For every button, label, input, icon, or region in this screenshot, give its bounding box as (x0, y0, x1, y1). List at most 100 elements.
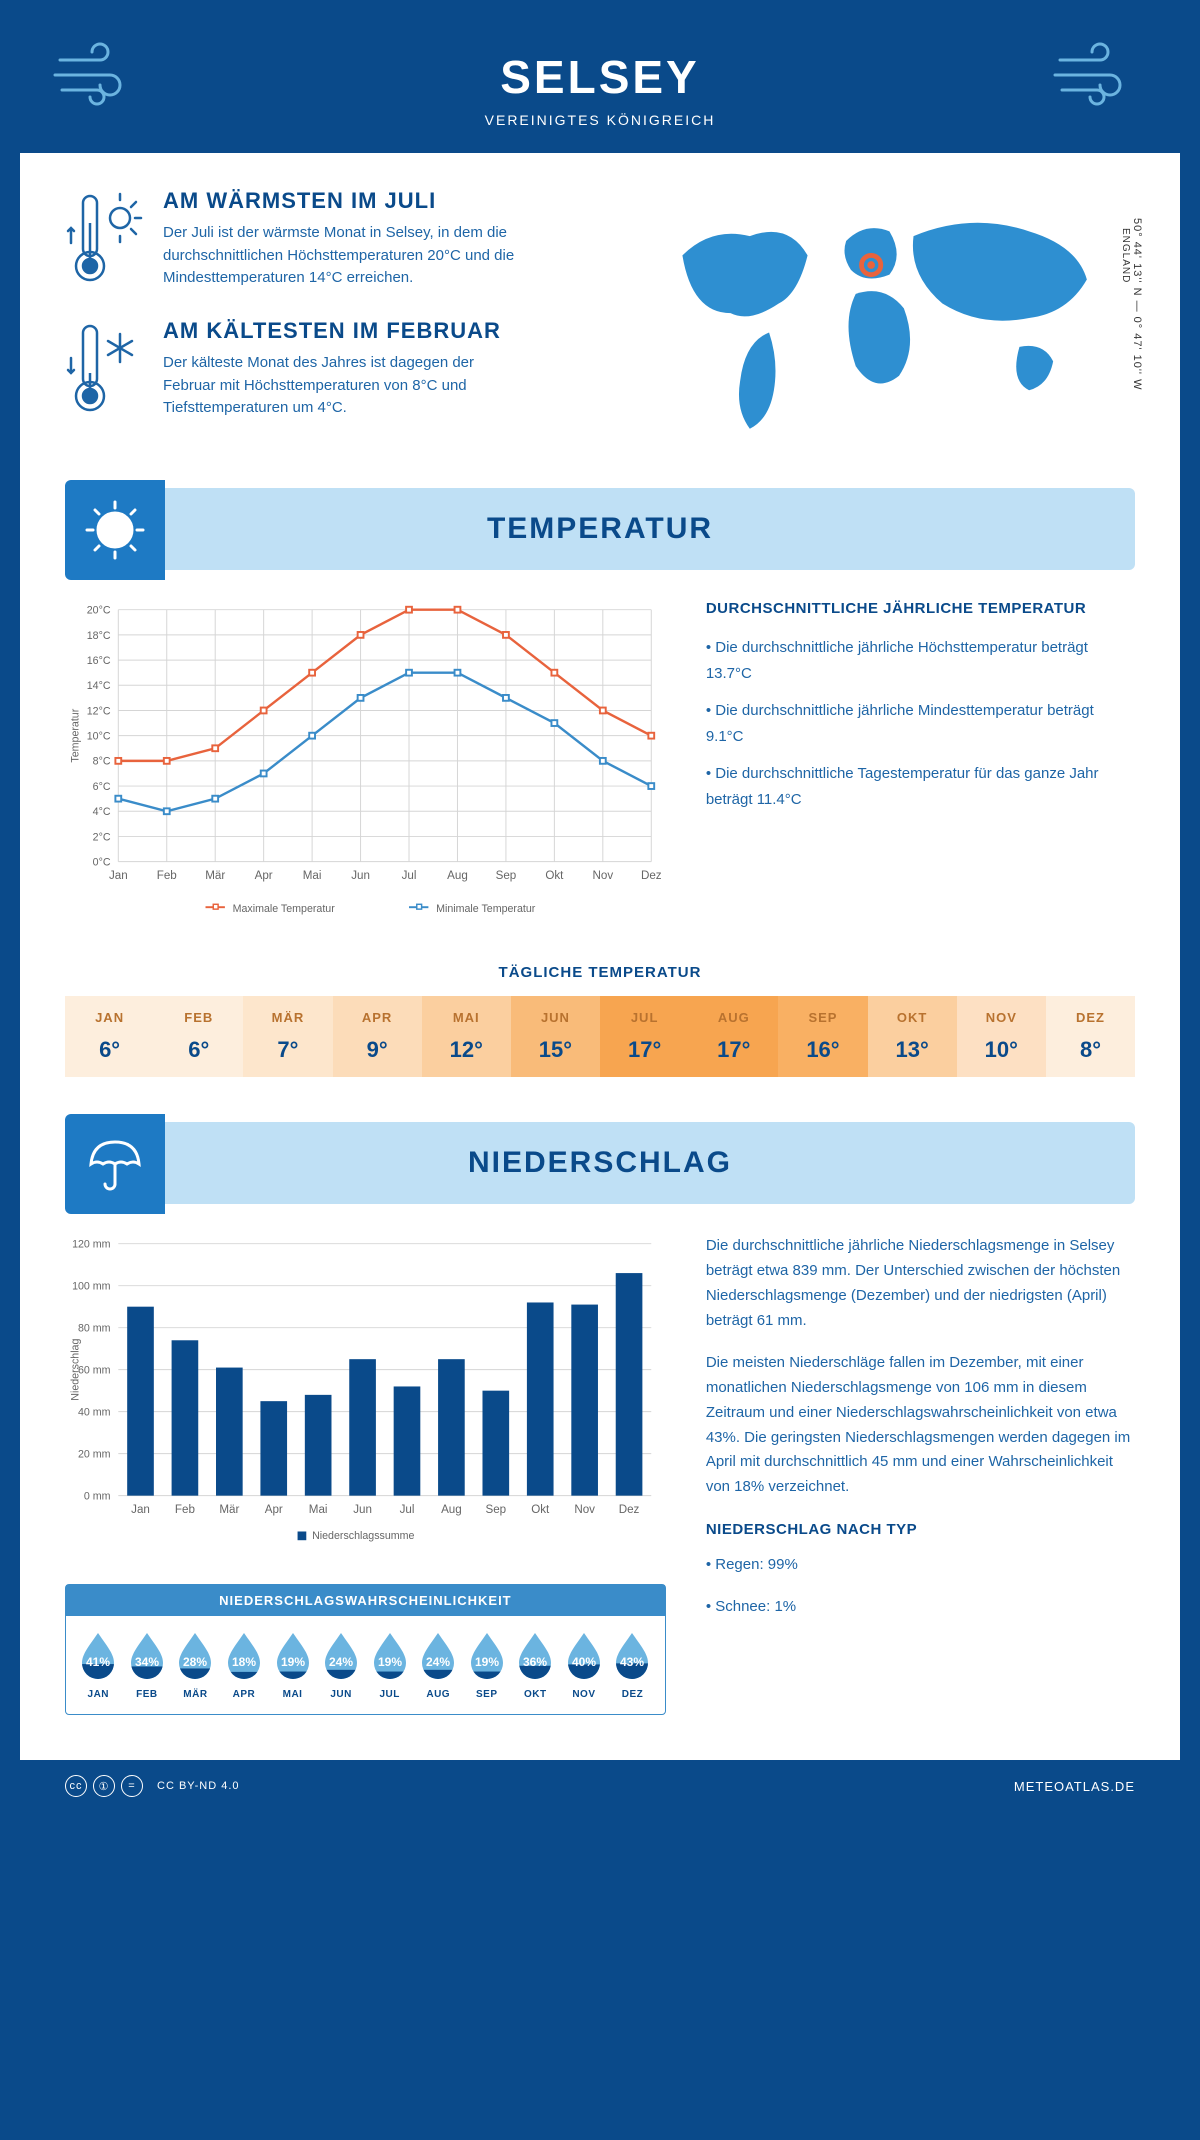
svg-text:Apr: Apr (255, 869, 273, 882)
svg-text:Temperatur: Temperatur (70, 708, 82, 762)
svg-text:Dez: Dez (619, 1504, 640, 1517)
daily-cell: APR9° (333, 996, 422, 1077)
svg-text:Aug: Aug (447, 869, 468, 882)
svg-text:100 mm: 100 mm (72, 1281, 111, 1293)
svg-text:0 mm: 0 mm (84, 1491, 111, 1503)
coldest-fact: AM KÄLTESTEN IM FEBRUAR Der kälteste Mon… (65, 318, 585, 423)
section-title: NIEDERSCHLAG (65, 1146, 1135, 1180)
svg-text:10°C: 10°C (87, 731, 111, 743)
by-icon: ① (93, 1775, 115, 1797)
thermometer-snow-icon (65, 318, 145, 423)
svg-text:Apr: Apr (265, 1504, 283, 1517)
svg-text:60 mm: 60 mm (78, 1365, 111, 1377)
svg-text:16°C: 16°C (87, 655, 111, 667)
svg-text:Nov: Nov (574, 1504, 595, 1517)
summary-title: DURCHSCHNITTLICHE JÄHRLICHE TEMPERATUR (706, 600, 1135, 617)
summary-text: Die meisten Niederschläge fallen im Deze… (706, 1351, 1135, 1500)
svg-text:Okt: Okt (545, 869, 564, 882)
svg-text:24%: 24% (426, 1655, 450, 1669)
probability-drop: 28% MÄR (173, 1630, 218, 1700)
section-precipitation: NIEDERSCHLAG (65, 1122, 1135, 1204)
daily-temp-title: TÄGLICHE TEMPERATUR (65, 964, 1135, 981)
daily-cell: JAN6° (65, 996, 154, 1077)
svg-text:20°C: 20°C (87, 605, 111, 617)
svg-text:28%: 28% (183, 1655, 207, 1669)
daily-temperature-grid: JAN6°FEB6°MÄR7°APR9°MAI12°JUN15°JUL17°AU… (65, 996, 1135, 1077)
summary-bullet: • Die durchschnittliche jährliche Höchst… (706, 635, 1135, 686)
daily-cell: JUL17° (600, 996, 689, 1077)
svg-text:4°C: 4°C (93, 806, 111, 818)
svg-text:Niederschlagssumme: Niederschlagssumme (312, 1531, 414, 1543)
temperature-summary: DURCHSCHNITTLICHE JÄHRLICHE TEMPERATUR •… (706, 600, 1135, 934)
sun-icon (65, 480, 165, 580)
svg-text:18°C: 18°C (87, 630, 111, 642)
daily-cell: JUN15° (511, 996, 600, 1077)
probability-title: NIEDERSCHLAGSWAHRSCHEINLICHKEIT (66, 1585, 665, 1616)
svg-text:Feb: Feb (157, 869, 177, 882)
infographic-page: SELSEY VEREINIGTES KÖNIGREICH AM WÄRMSTE… (20, 20, 1180, 1812)
svg-text:12°C: 12°C (87, 705, 111, 717)
fact-title: AM WÄRMSTEN IM JULI (163, 188, 523, 214)
svg-text:19%: 19% (475, 1655, 499, 1669)
svg-text:36%: 36% (523, 1655, 547, 1669)
svg-text:Sep: Sep (485, 1504, 506, 1517)
header: SELSEY VEREINIGTES KÖNIGREICH (20, 20, 1180, 153)
svg-text:Nov: Nov (592, 869, 613, 882)
svg-text:Aug: Aug (441, 1504, 462, 1517)
daily-cell: DEZ8° (1046, 996, 1135, 1077)
svg-text:Mär: Mär (219, 1504, 239, 1517)
fact-title: AM KÄLTESTEN IM FEBRUAR (163, 318, 523, 344)
svg-text:43%: 43% (620, 1655, 644, 1669)
country-subtitle: VEREINIGTES KÖNIGREICH (20, 112, 1180, 128)
svg-text:Dez: Dez (641, 869, 662, 882)
svg-text:41%: 41% (86, 1655, 110, 1669)
svg-text:20 mm: 20 mm (78, 1449, 111, 1461)
svg-text:8°C: 8°C (93, 756, 111, 768)
precipitation-probability-box: NIEDERSCHLAGSWAHRSCHEINLICHKEIT 41% JAN … (65, 1584, 666, 1715)
umbrella-icon (65, 1114, 165, 1214)
probability-drop: 34% FEB (125, 1630, 170, 1700)
license-icons: cc ① = CC BY-ND 4.0 (65, 1775, 240, 1797)
svg-text:Jul: Jul (402, 869, 417, 882)
svg-text:Mär: Mär (205, 869, 225, 882)
city-title: SELSEY (20, 50, 1180, 104)
svg-text:24%: 24% (329, 1655, 353, 1669)
daily-cell: NOV10° (957, 996, 1046, 1077)
svg-text:Maximale Temperatur: Maximale Temperatur (233, 903, 336, 915)
daily-cell: OKT13° (868, 996, 957, 1077)
svg-text:Mai: Mai (303, 869, 322, 882)
summary-bullet: • Die durchschnittliche jährliche Mindes… (706, 698, 1135, 749)
daily-cell: AUG17° (689, 996, 778, 1077)
probability-drop: 24% JUN (319, 1630, 364, 1700)
site-name: METEOATLAS.DE (1014, 1779, 1135, 1794)
svg-text:Niederschlag: Niederschlag (70, 1339, 82, 1401)
precip-type-title: NIEDERSCHLAG NACH TYP (706, 1518, 1135, 1543)
precip-type: • Schnee: 1% (706, 1595, 1135, 1620)
probability-drop: 18% APR (222, 1630, 267, 1700)
svg-text:Jan: Jan (131, 1504, 150, 1517)
svg-text:19%: 19% (378, 1655, 402, 1669)
precipitation-bar-chart: 0 mm20 mm40 mm60 mm80 mm100 mm120 mmNied… (65, 1234, 666, 1554)
svg-text:14°C: 14°C (87, 680, 111, 692)
daily-cell: SEP16° (778, 996, 867, 1077)
fact-text: Der kälteste Monat des Jahres ist dagege… (163, 352, 523, 420)
svg-text:18%: 18% (232, 1655, 256, 1669)
summary-bullet: • Die durchschnittliche Tagestemperatur … (706, 761, 1135, 812)
probability-drop: 24% AUG (416, 1630, 461, 1700)
section-temperature: TEMPERATUR (65, 488, 1135, 570)
precipitation-chart-column: 0 mm20 mm40 mm60 mm80 mm100 mm120 mmNied… (65, 1234, 666, 1715)
probability-drop: 19% SEP (465, 1630, 510, 1700)
daily-cell: FEB6° (154, 996, 243, 1077)
wind-icon (50, 40, 150, 115)
temperature-line-chart: 0°C2°C4°C6°C8°C10°C12°C14°C16°C18°C20°CJ… (65, 600, 666, 934)
svg-text:34%: 34% (135, 1655, 159, 1669)
svg-text:Sep: Sep (496, 869, 517, 882)
svg-text:0°C: 0°C (93, 857, 111, 869)
svg-text:19%: 19% (281, 1655, 305, 1669)
svg-text:Jul: Jul (400, 1504, 415, 1517)
svg-text:Jun: Jun (351, 869, 370, 882)
svg-text:40%: 40% (572, 1655, 596, 1669)
svg-text:Minimale Temperatur: Minimale Temperatur (436, 903, 536, 915)
warmest-fact: AM WÄRMSTEN IM JULI Der Juli ist der wär… (65, 188, 585, 293)
wind-icon (1050, 40, 1150, 115)
